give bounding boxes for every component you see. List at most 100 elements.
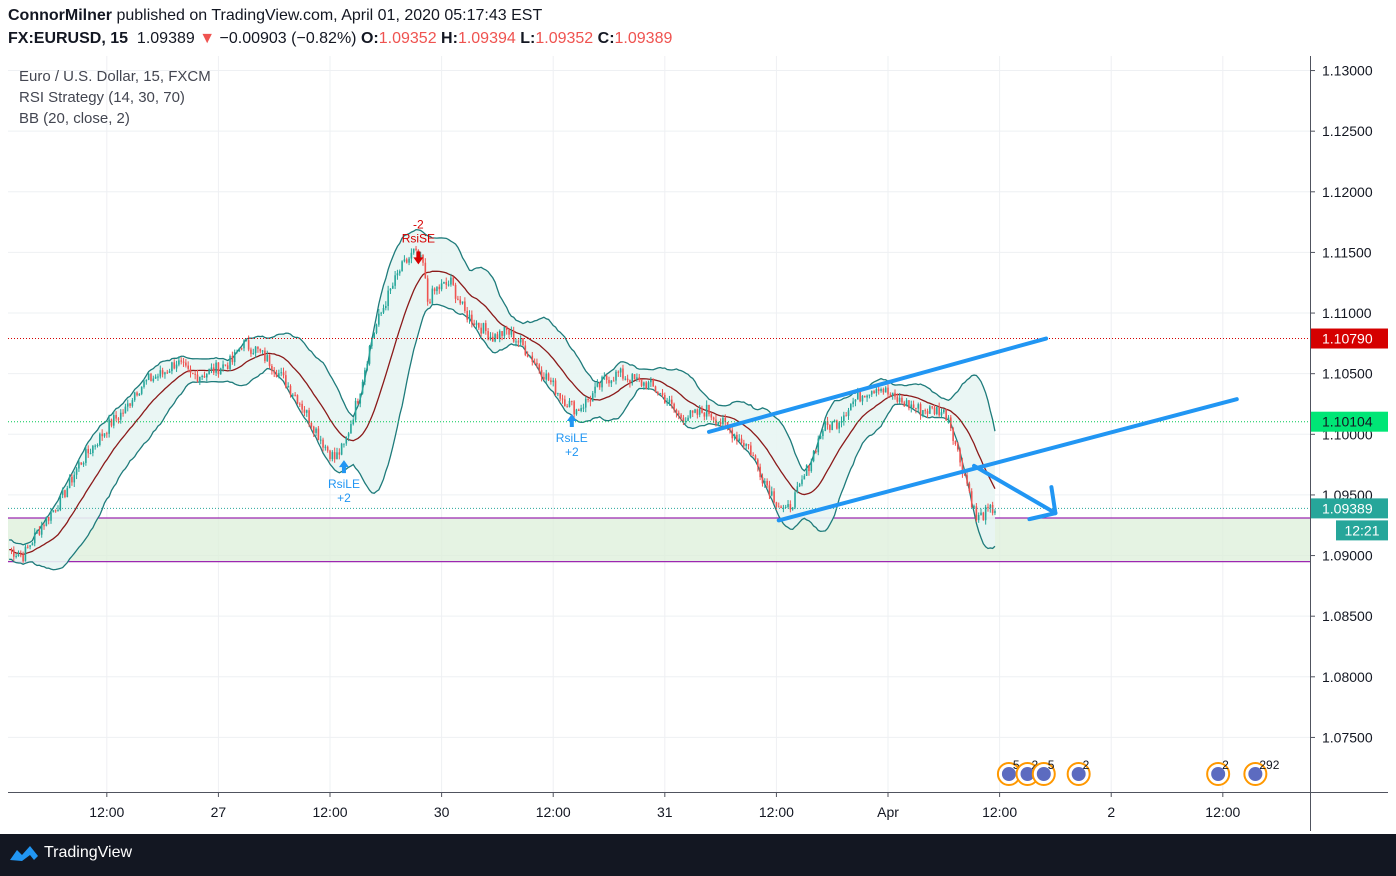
event-count: 5 — [1013, 758, 1020, 772]
candle-body — [826, 421, 829, 425]
candle-body — [199, 376, 201, 382]
candle-body — [361, 381, 364, 394]
candle-body — [175, 364, 178, 369]
legend-title[interactable]: Euro / U.S. Dollar, 15, FXCM — [19, 68, 211, 85]
candle-body — [580, 408, 582, 411]
candle-body — [831, 421, 834, 430]
candle-body — [517, 341, 520, 343]
candle-body — [975, 506, 978, 521]
candle-body — [315, 428, 317, 433]
candle-body — [582, 407, 585, 409]
candle-body — [192, 372, 194, 374]
candle-body — [147, 373, 150, 380]
open-label: O: — [360, 30, 379, 47]
candle-body — [166, 372, 169, 374]
candle-body — [936, 407, 938, 415]
candle-body — [963, 473, 966, 476]
candle-body — [677, 412, 680, 415]
candle-body — [243, 340, 245, 349]
candle-body — [187, 365, 189, 369]
legend-strategy[interactable]: RSI Strategy (14, 30, 70) — [19, 89, 185, 106]
candle-body — [171, 362, 173, 372]
candle-body — [763, 480, 766, 484]
candle-body — [66, 488, 69, 497]
candle-body — [106, 433, 108, 435]
time-tick-label: 12:00 — [1205, 804, 1240, 820]
high-label: H: — [441, 30, 458, 47]
legend-bb[interactable]: BB (20, close, 2) — [19, 110, 130, 127]
candle-body — [989, 504, 992, 508]
price-badge — [1311, 411, 1388, 432]
flag-icon — [1248, 767, 1263, 781]
candle-body — [880, 388, 882, 392]
candle-body — [773, 491, 775, 503]
signal-qty: +2 — [565, 445, 579, 459]
candle-body — [596, 382, 599, 387]
candle-body — [636, 377, 638, 379]
candle-body — [143, 381, 145, 387]
candle-body — [164, 372, 166, 375]
candle-body — [208, 369, 210, 375]
candle-body — [661, 393, 664, 396]
candle-body — [487, 331, 489, 340]
candle-body — [501, 331, 503, 336]
close-label: C: — [597, 30, 615, 47]
candle-body — [54, 510, 57, 512]
candle-body — [203, 375, 206, 378]
candle-body — [949, 417, 952, 429]
candle-body — [654, 386, 657, 393]
flag-icon — [1020, 767, 1035, 781]
candle-body — [57, 510, 59, 512]
candle-body — [591, 393, 594, 402]
price-tick-label: 1.09000 — [1322, 548, 1373, 564]
candle-body — [261, 350, 264, 352]
candle-body — [64, 490, 66, 497]
tradingview-logo[interactable]: TradingView — [8, 843, 132, 863]
candle-body — [112, 415, 115, 426]
low-value: 1.09352 — [535, 30, 594, 47]
candle-body — [301, 403, 303, 410]
candle-body — [510, 330, 513, 335]
candle-body — [294, 394, 296, 396]
candle-body — [724, 417, 727, 423]
candle-body — [345, 436, 348, 444]
bb-basis-line — [9, 270, 996, 556]
candle-body — [454, 284, 457, 299]
candle-body — [401, 261, 403, 272]
candle-body — [389, 288, 392, 291]
candle-body — [729, 426, 731, 430]
candle-body — [240, 348, 243, 350]
candle-body — [484, 323, 487, 332]
candle-body — [364, 370, 366, 382]
candle-body — [571, 400, 573, 402]
candle-body — [59, 495, 62, 511]
candle-body — [298, 403, 301, 405]
candle-body — [731, 429, 734, 439]
candle-body — [905, 400, 908, 407]
candle-body — [385, 305, 387, 309]
candle-body — [615, 371, 617, 381]
author-name[interactable]: ConnorMilner — [8, 7, 112, 24]
footer-bar: TradingView — [0, 834, 1396, 876]
close-value: 1.09389 — [614, 30, 673, 47]
price-tick-label: 1.11500 — [1322, 244, 1372, 260]
candle-body — [145, 379, 148, 382]
candle-body — [877, 389, 880, 392]
candle-body — [354, 400, 357, 420]
chart-area[interactable]: RsiLE +2 -2 RsiSE RsiLE +2 5 2 5 2 2 292 1.13000 1.12… — [8, 56, 1388, 831]
candle-body — [331, 452, 334, 460]
candle-body — [443, 282, 445, 284]
candle-body — [640, 379, 643, 386]
candle-body — [926, 411, 929, 414]
candle-body — [408, 258, 410, 263]
candle-body — [78, 462, 80, 469]
candle-body — [682, 417, 685, 422]
candle-body — [508, 329, 510, 335]
candle-body — [929, 406, 931, 414]
candle-body — [850, 404, 852, 411]
candle-body — [185, 362, 187, 366]
candle-body — [233, 352, 236, 363]
candle-body — [159, 370, 162, 377]
candle-body — [805, 465, 808, 476]
